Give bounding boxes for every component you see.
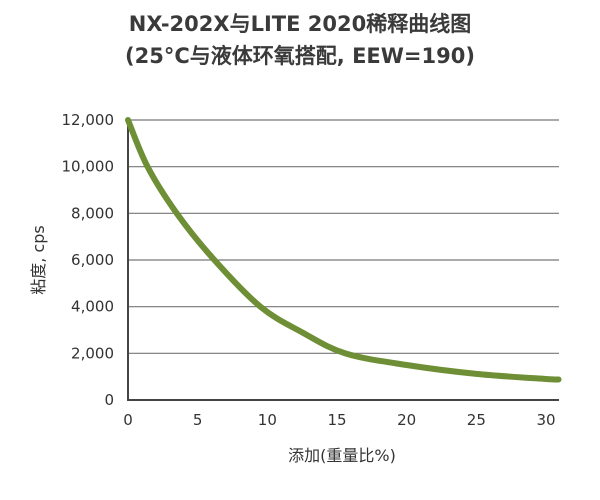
x-tick-label: 25	[467, 411, 486, 429]
x-tick-label: 0	[123, 411, 133, 429]
y-tick-label: 12,000	[62, 111, 115, 129]
y-tick-label: 0	[104, 391, 114, 409]
y-tick-label: 8,000	[71, 204, 114, 222]
x-tick-label: 5	[193, 411, 203, 429]
x-tick-label: 10	[258, 411, 277, 429]
chart-title: NX-202X与LITE 2020稀释曲线图	[128, 12, 472, 36]
y-tick-label: 2,000	[71, 344, 114, 362]
x-axis-label: 添加(重量比%)	[288, 446, 396, 465]
x-tick-label: 20	[397, 411, 416, 429]
y-tick-label: 10,000	[62, 158, 115, 176]
y-tick-label: 6,000	[71, 251, 114, 269]
series-line	[125, 117, 562, 383]
chart-subtitle: (25°C与液体环氧搭配, EEW=190)	[125, 44, 475, 68]
y-tick-label: 4,000	[71, 298, 114, 316]
y-axis-label: 粘度, cps	[29, 225, 48, 294]
x-tick-label: 15	[327, 411, 346, 429]
x-tick-label: 30	[536, 411, 555, 429]
